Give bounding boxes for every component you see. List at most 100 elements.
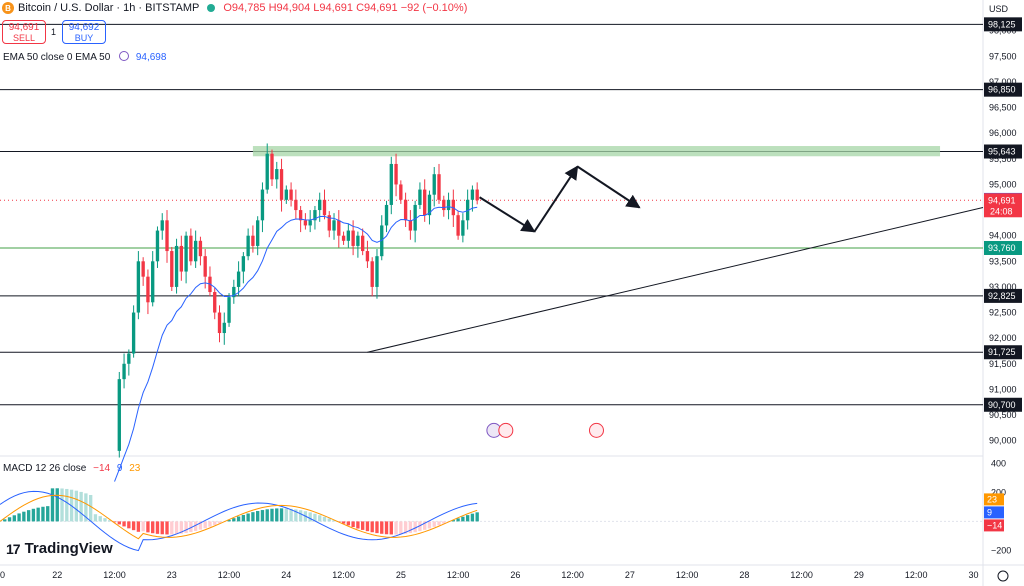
price-tag-label: 93,760 (988, 243, 1016, 253)
price-tick-label: 91,500 (989, 359, 1017, 369)
buy-button[interactable]: 94,692 BUY (62, 20, 106, 44)
sell-button[interactable]: 94,691 SELL (2, 20, 46, 44)
candle (136, 261, 141, 313)
candle (408, 220, 413, 231)
time-tick-label: 12:00 (561, 570, 584, 580)
macd-bar (131, 521, 136, 531)
candle (179, 245, 184, 272)
macd-bar (270, 508, 274, 522)
candle (475, 189, 479, 201)
candle (375, 256, 379, 287)
candle (241, 256, 246, 272)
macd-bar (313, 513, 317, 522)
resistance-zone (252, 146, 941, 157)
macd-bar (275, 508, 279, 522)
macd-legend-macd: −14 (93, 463, 111, 474)
candle (170, 251, 174, 287)
time-tick-label: 12:00 (676, 570, 699, 580)
macd-bar (423, 521, 427, 530)
candle (117, 379, 121, 451)
candle (322, 199, 327, 216)
candle (160, 220, 164, 231)
macd-bar (160, 521, 164, 535)
candle (189, 235, 193, 262)
candle (341, 235, 346, 241)
macd-bar (380, 521, 384, 534)
price-tag (984, 288, 1022, 303)
tradingview-logo[interactable]: 17 TradingView (6, 540, 113, 557)
macd-bar (93, 514, 98, 522)
time-tick-label: 12:00 (790, 570, 813, 580)
price-tag-label: 91,725 (988, 347, 1016, 357)
candle (465, 199, 470, 221)
candle (456, 215, 460, 236)
macd-bar (289, 508, 293, 522)
macd-bar (294, 509, 298, 522)
candle (294, 199, 298, 211)
macd-bar (146, 521, 150, 533)
time-tick-label: 12:00 (447, 570, 470, 580)
candle (365, 251, 370, 262)
event-marker-icon (588, 422, 604, 438)
macd-bar (103, 518, 107, 522)
candle (346, 230, 351, 241)
candle (327, 215, 331, 231)
macd-legend-signal: 9 (116, 463, 123, 474)
macd-bar (84, 493, 88, 522)
macd-bar (236, 516, 241, 522)
macd-bar (122, 521, 126, 527)
candle (193, 240, 198, 262)
price-tick-label: 91,000 (989, 384, 1017, 394)
macd-bar (74, 490, 79, 522)
macd-bar (198, 521, 203, 530)
countdown-label: 24:08 (990, 206, 1013, 216)
time-tick-label: 28 (739, 570, 749, 580)
macd-bar (213, 521, 217, 526)
buy-label: BUY (74, 33, 94, 43)
macd-bar (341, 521, 346, 524)
currency-label[interactable]: USD (989, 4, 1009, 14)
macd-bar (98, 516, 102, 522)
buy-price: 94,692 (68, 22, 100, 33)
price-tag-label: 98,125 (988, 19, 1016, 29)
candle (384, 204, 389, 226)
indicator-settings-icon[interactable] (119, 51, 130, 61)
candle (232, 286, 236, 298)
macd-line (0, 490, 478, 552)
macd-bar (475, 512, 479, 522)
macd-bar (375, 521, 379, 534)
time-tick-label: 25 (396, 570, 406, 580)
macd-bar (418, 521, 422, 532)
candle (360, 235, 365, 252)
macd-legend[interactable]: MACD 12 26 close −14 9 23 (3, 463, 140, 474)
symbol-header[interactable]: B Bitcoin / U.S. Dollar · 1h · BITSTAMP … (2, 2, 467, 14)
trendline (367, 207, 984, 353)
macd-bar (427, 521, 432, 529)
candle (389, 163, 393, 205)
ema-legend[interactable]: EMA 50 close 0 EMA 50 94,698 (3, 51, 166, 63)
time-tick-label: 12:00 (905, 570, 928, 580)
candle (270, 153, 274, 180)
projection-arrow (479, 196, 536, 233)
macd-bar (356, 521, 360, 529)
gear-icon (997, 570, 1009, 582)
macd-legend-hist: 23 (129, 463, 141, 474)
price-tick-label: 92,000 (989, 333, 1017, 343)
candle (222, 322, 226, 334)
candle (461, 220, 465, 236)
countdown-tag (984, 205, 1022, 218)
ema-legend-label: EMA 50 close 0 EMA 50 (3, 52, 111, 63)
price-tick-label: 90,500 (989, 410, 1017, 420)
macd-bar (117, 521, 121, 525)
macd-bar (184, 521, 188, 533)
candle (279, 169, 284, 200)
candle (265, 153, 269, 190)
macd-bar (41, 506, 45, 522)
candle (298, 210, 303, 221)
price-tag-label: 92,825 (988, 291, 1016, 301)
ema-line (114, 206, 478, 482)
macd-bar (465, 515, 470, 522)
macd-bar (22, 511, 26, 522)
candle (318, 199, 322, 211)
